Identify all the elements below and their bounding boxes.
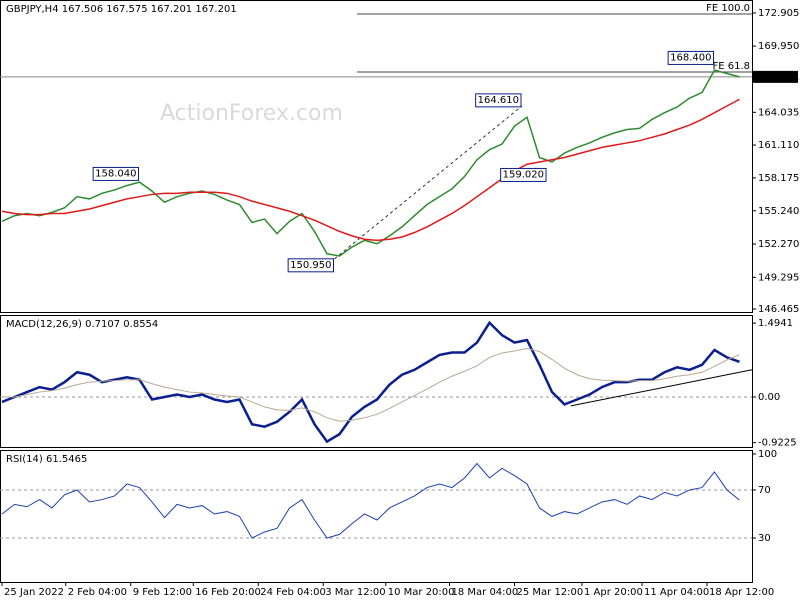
fe-label: FE 100.0 <box>706 3 750 14</box>
label-box <box>475 93 522 108</box>
y-tick-label: 0.00 <box>758 392 780 403</box>
y-tick-label: 158.175 <box>758 173 799 184</box>
x-tick-label: 10 Mar 20:00 <box>388 587 455 598</box>
fe-label: FE 61.8 <box>712 61 750 72</box>
x-tick-label: 18 Mar 04:00 <box>452 587 519 598</box>
last-price-label: 167.201 <box>758 72 799 83</box>
watermark: ActionForex.com <box>160 101 343 126</box>
x-tick-label: 2 Feb 04:00 <box>68 587 127 598</box>
y-tick-label: 30 <box>758 533 771 544</box>
y-tick-label: 169.950 <box>758 41 799 52</box>
trendline <box>570 369 753 407</box>
y-tick-label: 161.110 <box>758 140 799 151</box>
swing-line <box>334 105 523 260</box>
price-label: 150.950 <box>290 260 331 271</box>
x-tick-label: 18 Apr 12:00 <box>709 587 774 598</box>
label-box <box>667 50 714 65</box>
y-tick-label: 164.035 <box>758 107 799 118</box>
x-tick-label: 11 Apr 04:00 <box>644 587 709 598</box>
panel-title: MACD(12,26,9) 0.7107 0.8554 <box>6 319 158 330</box>
y-tick-label: 100 <box>758 449 777 460</box>
x-tick-label: 9 Feb 12:00 <box>133 587 192 598</box>
series-line <box>1 320 740 444</box>
y-tick-label: 1.4941 <box>758 318 793 329</box>
y-tick-label: 172.905 <box>758 8 799 19</box>
y-tick-label: 70 <box>758 485 771 496</box>
price-label: 159.020 <box>503 169 544 180</box>
price-label: 168.400 <box>670 52 711 63</box>
x-tick-label: 25 Jan 2022 <box>4 587 64 598</box>
x-tick-label: 3 Mar 12:00 <box>325 587 385 598</box>
price-label: 158.040 <box>95 168 136 179</box>
y-tick-label: 146.465 <box>758 304 799 315</box>
x-tick-label: 24 Feb 04:00 <box>260 587 326 598</box>
y-tick-label: -0.9225 <box>758 438 797 449</box>
last-price-box <box>752 70 798 83</box>
price-label: 164.610 <box>478 95 519 106</box>
label-box <box>287 258 334 273</box>
macd-panel <box>0 315 753 448</box>
series-line <box>1 462 740 539</box>
x-tick-label: 1 Apr 20:00 <box>584 587 643 598</box>
y-tick-label: 149.295 <box>758 272 799 283</box>
y-tick-label: 155.240 <box>758 206 799 217</box>
panel-title: GBPJPY,H4 167.506 167.575 167.201 167.20… <box>6 4 237 15</box>
x-tick-label: 25 Mar 12:00 <box>517 587 584 598</box>
label-box <box>92 166 139 181</box>
panel-title: RSI(14) 61.5465 <box>6 454 87 465</box>
rsi-panel <box>0 450 753 583</box>
x-tick-label: 16 Feb 20:00 <box>195 587 261 598</box>
series-line <box>1 69 740 257</box>
price-panel <box>0 0 753 313</box>
series-line <box>1 98 740 242</box>
y-tick-label: 152.270 <box>758 239 799 250</box>
label-box <box>500 167 547 182</box>
series-line <box>2 347 740 422</box>
